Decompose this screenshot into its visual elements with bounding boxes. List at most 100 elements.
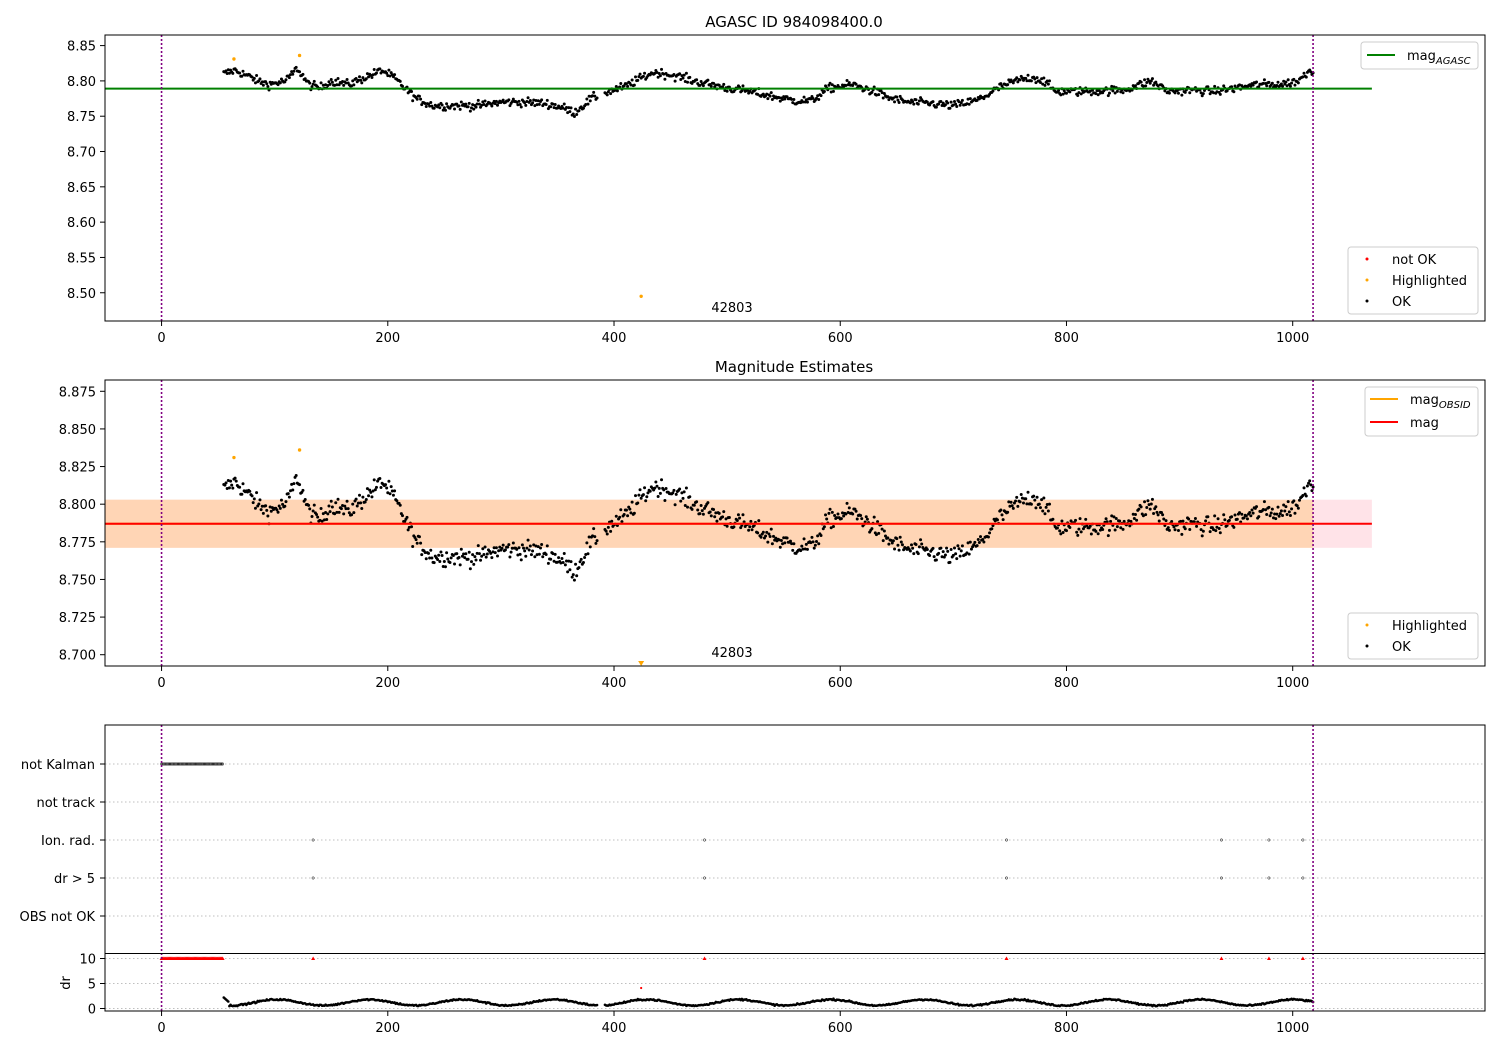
magnitude-point	[358, 493, 362, 497]
magnitude-point	[656, 494, 660, 498]
magnitude-point	[458, 563, 462, 567]
magnitude-point	[337, 510, 341, 514]
agasc-point	[999, 82, 1003, 86]
magnitude-point	[749, 519, 753, 523]
magnitude-point	[657, 486, 661, 490]
agasc-point	[695, 78, 699, 82]
magnitude-point	[320, 519, 324, 523]
magnitude-point	[496, 554, 500, 558]
magnitude-point	[860, 517, 864, 521]
magnitude-point	[810, 535, 814, 539]
magnitude-point	[477, 552, 481, 556]
agasc-point	[561, 106, 565, 110]
magnitude-point	[1079, 530, 1083, 534]
magnitude-point	[917, 545, 921, 549]
magnitude-point	[835, 516, 839, 520]
agasc-point	[1000, 84, 1004, 88]
agasc-point	[1133, 84, 1137, 88]
magnitude-point	[346, 507, 350, 511]
agasc-point	[572, 115, 576, 119]
agasc-point	[386, 74, 390, 78]
flag-label-obs-not-ok: OBS not OK	[20, 910, 96, 925]
agasc-point	[508, 104, 512, 108]
dr-ytick-label: 0	[88, 1003, 96, 1018]
agasc-point	[967, 102, 971, 106]
magnitude-point	[1026, 490, 1030, 494]
agasc-point	[301, 72, 305, 76]
agasc-line-legend-box	[1360, 41, 1479, 70]
agasc-point	[1261, 81, 1265, 85]
magnitude-point	[939, 546, 943, 550]
magnitude-point	[480, 554, 484, 558]
magnitude-point	[1096, 532, 1100, 536]
flag-point	[1267, 876, 1271, 880]
agasc-point	[1218, 92, 1222, 96]
magnitude-point	[1251, 511, 1255, 515]
magnitude-point	[479, 558, 483, 562]
agasc-point	[365, 72, 369, 76]
flag-point	[311, 838, 315, 842]
magnitude-point	[259, 508, 263, 512]
agasc-point	[740, 89, 744, 93]
magnitude-point	[1193, 517, 1197, 521]
magnitude-point	[406, 528, 410, 532]
magnitude-point	[345, 499, 349, 503]
magnitude-point	[463, 556, 467, 560]
magnitude-point	[628, 507, 632, 511]
agasc-point	[291, 72, 295, 76]
magnitude-point	[511, 541, 515, 545]
magnitude-point	[1309, 483, 1313, 487]
agasc-point	[686, 80, 690, 84]
agasc-point	[344, 81, 348, 85]
dr-clipped-marker	[1266, 956, 1271, 960]
magnitude-point	[841, 511, 845, 515]
agasc-point	[1088, 89, 1092, 93]
agasc-point	[886, 95, 890, 99]
agasc-point	[1143, 78, 1147, 82]
magnitude-point	[742, 520, 746, 524]
agasc-point	[428, 104, 432, 108]
magnitude-point	[678, 487, 682, 491]
magnitude-point	[684, 486, 688, 490]
agasc-point	[940, 104, 944, 108]
agasc-point	[1188, 91, 1192, 95]
flag-point	[1267, 838, 1271, 842]
magnitude-point	[544, 552, 548, 556]
dr-ytick-label: 10	[79, 953, 96, 968]
magnitude-point	[307, 503, 311, 507]
magnitude-point	[912, 552, 916, 556]
magnitude-point	[748, 525, 752, 529]
agasc-point	[1077, 91, 1081, 95]
magnitude-point	[995, 518, 999, 522]
agasc-point	[524, 103, 528, 107]
agasc-point	[1201, 92, 1205, 96]
magnitude-point	[268, 505, 272, 509]
agasc-point	[459, 100, 463, 104]
magnitude-point	[1235, 517, 1239, 521]
agasc-point	[656, 75, 660, 79]
magnitude-point	[686, 505, 690, 509]
magnitude-point	[226, 479, 230, 483]
magnitude-point	[1222, 513, 1226, 517]
magnitude-point	[534, 544, 538, 548]
magnitude-point	[572, 578, 576, 582]
agasc-point	[916, 102, 920, 106]
magnitude-point	[257, 502, 261, 506]
magnitude-point	[1250, 508, 1254, 512]
agasc-legend-label-highlighted: Highlighted	[1392, 274, 1467, 289]
agasc-point	[717, 83, 721, 87]
magnitude-point	[1016, 504, 1020, 508]
magnitude-xtick-label: 600	[828, 676, 853, 691]
magnitude-point	[1128, 524, 1132, 528]
magnitude-point	[900, 543, 904, 547]
magnitude-point	[469, 560, 473, 564]
magnitude-point	[692, 503, 696, 507]
agasc-point	[874, 93, 878, 97]
magnitude-point	[1109, 519, 1113, 523]
agasc-point	[1016, 80, 1020, 84]
magnitude-point	[571, 573, 575, 577]
magnitude-point	[681, 496, 685, 500]
agasc-point	[814, 96, 818, 100]
flag-point-not-kalman	[221, 762, 225, 766]
agasc-point	[968, 97, 972, 101]
